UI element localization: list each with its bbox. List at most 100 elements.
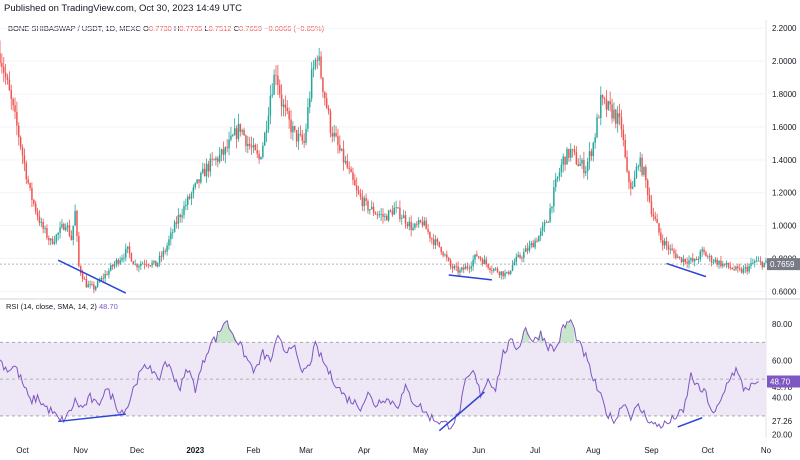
candle-body — [478, 256, 480, 258]
candle-body — [446, 254, 448, 258]
candle-body — [100, 277, 103, 281]
candle-body — [16, 111, 18, 126]
candle-body — [723, 263, 726, 265]
candle-body — [690, 258, 692, 261]
candle-body — [213, 159, 215, 161]
candle-body — [232, 135, 234, 136]
candle-body — [220, 149, 223, 155]
candle-body — [138, 265, 140, 268]
rsi-axis-tick: 27.26 — [772, 417, 793, 426]
candle-body — [372, 206, 375, 214]
candle-body — [280, 94, 283, 107]
candle-body — [553, 187, 555, 207]
candle-body — [680, 257, 683, 263]
candle-body — [511, 265, 514, 271]
candle-body — [183, 206, 185, 216]
candle-body — [55, 234, 58, 242]
candle-body — [344, 160, 347, 163]
candle-body — [95, 286, 97, 290]
candle-body — [536, 240, 538, 242]
candle-body — [744, 267, 747, 269]
candle-body — [288, 111, 290, 120]
candle-body — [615, 109, 617, 124]
candle-body — [470, 266, 472, 269]
candle-body — [378, 214, 380, 216]
candle-body — [658, 223, 660, 233]
candle-body — [284, 104, 287, 108]
rsi-axis-tick: 80.00 — [772, 320, 793, 329]
candle-body — [277, 75, 279, 85]
candle-body — [153, 260, 155, 263]
candle-body — [609, 101, 611, 105]
candle-body — [96, 281, 99, 287]
candle-body — [442, 252, 444, 256]
candle-body — [143, 263, 146, 265]
candle-body — [68, 225, 71, 236]
candle-body — [600, 95, 602, 119]
candle-body — [515, 256, 518, 262]
candle-body — [427, 229, 429, 232]
candle-body — [104, 274, 106, 279]
time-axis-tick: Nov — [74, 446, 88, 455]
candle-body — [224, 147, 227, 155]
time-axis-tick: Dec — [130, 446, 144, 455]
candle-body — [367, 201, 369, 211]
candle-body — [79, 266, 82, 274]
candle-body — [335, 132, 337, 137]
candle-body — [158, 255, 161, 263]
candle-body — [363, 197, 365, 207]
candle-body — [498, 272, 501, 276]
rsi-divergence-line — [677, 417, 703, 428]
candle-body — [235, 128, 238, 139]
candle-body — [686, 262, 688, 264]
candle-body — [273, 74, 275, 95]
candle-body — [74, 211, 76, 226]
candle-body — [337, 136, 339, 145]
candle-body — [355, 185, 358, 191]
time-axis-tick: No — [761, 446, 772, 455]
candle-body — [474, 254, 476, 260]
candle-body — [258, 153, 260, 160]
candle-body — [329, 111, 332, 133]
candle-body — [408, 221, 411, 227]
candle-body — [21, 147, 24, 156]
candle-body — [331, 132, 334, 137]
candle-body — [722, 263, 724, 267]
rsi-value: 48.70 — [98, 302, 118, 311]
candle-body — [738, 268, 741, 270]
candle-body — [568, 148, 570, 158]
candle-body — [140, 264, 142, 266]
candle-body — [31, 187, 33, 201]
candle-body — [309, 98, 311, 108]
candle-body — [292, 126, 294, 133]
published-caption: Published on TradingView.com, Oct 30, 20… — [4, 3, 242, 14]
candle-body — [200, 172, 202, 183]
candle-body — [64, 227, 67, 231]
candle-body — [455, 266, 457, 267]
rsi-legend: RSI (14, close, SMA, 14, 2) 48.70 — [6, 302, 118, 311]
candle-body — [504, 272, 506, 277]
candle-body — [294, 126, 296, 131]
candle-body — [301, 134, 304, 141]
candle-body — [699, 251, 702, 260]
candle-body — [310, 69, 313, 99]
candle-body — [481, 259, 484, 264]
candle-body — [417, 220, 420, 225]
candle-body — [410, 221, 412, 230]
candle-body — [605, 99, 608, 110]
candle-body — [502, 271, 504, 277]
candle-body — [241, 130, 243, 132]
candle-body — [260, 157, 262, 160]
candle-body — [416, 223, 418, 225]
candle-body — [592, 142, 595, 157]
candle-body — [237, 123, 240, 139]
candle-body — [464, 266, 467, 270]
candle-body — [440, 246, 442, 253]
candle-body — [586, 161, 589, 172]
candle-body — [678, 256, 681, 258]
candle-body — [693, 259, 696, 262]
candle-body — [466, 266, 469, 268]
candle-body — [162, 250, 165, 257]
candle-body — [449, 260, 452, 267]
